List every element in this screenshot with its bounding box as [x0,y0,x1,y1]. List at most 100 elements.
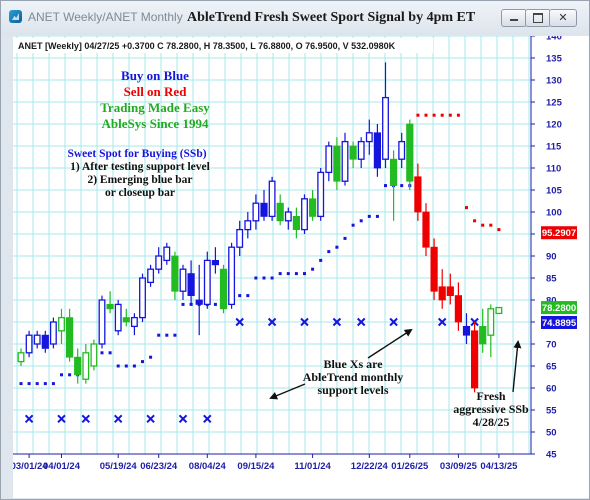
sell-on-red-label: Sell on Red [124,84,188,99]
blue-x-note-line-3: support levels [317,383,388,397]
red-stop-dot [473,219,477,223]
price-bar-body [284,211,292,222]
price-bar-body [33,334,41,345]
x-tick-label: 03/09/25 [440,461,478,472]
price-bar [98,295,106,349]
x-tick-label: 05/19/24 [100,461,138,472]
blue-stop-dot [294,272,298,276]
price-bar-body [122,317,130,323]
buy-on-blue-label: Buy on Blue [121,68,189,83]
blue-stop-dot [278,272,282,276]
minimize-button[interactable] [501,9,527,27]
price-bar [171,251,179,300]
y-tick-label: 100 [546,208,562,219]
price-bar [317,168,325,221]
price-bar-body [260,202,268,217]
blue-stop-dot [262,276,266,280]
blue-stop-dot [68,373,72,377]
price-bar [82,344,90,384]
price-bar [33,330,41,349]
price-bar [333,137,341,190]
price-bar-body [139,277,146,319]
red-stop-dot [448,113,452,117]
blue-stop-dot [400,184,404,188]
y-tick-label: 80 [546,296,557,307]
x-tick-label: 01/26/25 [391,461,429,472]
annotation-arrows [269,328,522,400]
price-bar [260,190,268,221]
price-bar-body [49,321,57,345]
price-bar [325,141,333,182]
blue-stop-dot [254,276,258,280]
red-stop-dot [416,113,420,117]
y-tick-label: 90 [546,252,557,263]
price-bar [446,273,454,305]
price-bar-body [495,306,503,315]
blue-stop-dot [270,276,274,280]
price-bar-body [276,202,284,222]
price-bar-body [17,352,25,363]
title-bar[interactable]: ANET Weekly/ANET Monthly AbleTrend Fresh… [1,1,589,35]
red-stop-dot [432,113,436,117]
price-bar-body [325,145,333,174]
price-bar-body [195,299,203,305]
price-bar [122,308,130,327]
blue-stop-dot [149,355,153,359]
price-bar [357,137,365,168]
price-bar [284,207,292,230]
price-tag-bg [541,315,577,329]
price-bar [228,242,236,309]
price-bar-body [90,343,98,367]
blue-stop-dot [100,351,104,355]
price-bar [114,300,122,336]
blue-stop-dot [51,382,55,386]
tagline-label: Trading Made Easy [100,100,210,115]
maximize-button[interactable] [525,9,551,27]
x-tick-label: 04/13/25 [480,461,518,472]
blue-x-note: Blue Xs are AbleTrend monthly support le… [303,357,404,397]
blue-stop-dot [311,267,315,271]
y-tick-label: 115 [546,142,562,153]
price-bar [25,330,33,358]
blue-stop-dot [132,364,136,368]
blue-stop-dot [303,272,306,276]
x-tick-label: 12/22/24 [351,461,389,472]
price-bar-body [147,268,155,284]
red-stop-dot [424,113,428,117]
x-tick-label: 08/04/24 [189,461,227,472]
monthly-support-x-marker [300,317,309,327]
price-bar [389,150,398,221]
y-tick-label: 140 [546,36,562,43]
price-bar [211,247,219,274]
price-bar [292,207,301,239]
price-bar [479,308,487,353]
price-bar [373,124,382,177]
price-bar [252,194,260,230]
price-bar-body [422,211,430,248]
red-stop-dot [456,113,460,117]
x-tick-label: 09/15/24 [237,461,275,472]
price-bar-body [187,273,195,297]
price-bar [17,348,25,366]
price-bar-body [414,176,422,213]
y-tick-label: 45 [546,450,557,461]
price-bar-body [365,132,373,143]
monthly-support-x-marker [437,317,447,327]
blue-stop-dot [165,333,169,337]
fresh-note-line-1: Fresh [476,389,505,403]
blue-stop-dot [335,245,339,249]
price-bar-body [389,158,398,186]
price-bar [106,291,114,314]
price-bar [236,220,244,256]
close-button[interactable] [549,9,577,27]
price-chart[interactable]: 4550556065707580859095100105110115120125… [13,36,589,498]
monthly-support-x-marker [356,317,366,327]
blue-x-note-line-2: AbleTrend monthly [303,370,404,384]
monthly-support-x-marker [24,414,34,424]
y-tick-label: 125 [546,98,563,109]
price-bar-body [398,140,406,160]
price-bar-body [479,325,487,345]
x-tick-label: 04/01/24 [43,461,81,472]
y-tick-label: 105 [546,186,563,197]
